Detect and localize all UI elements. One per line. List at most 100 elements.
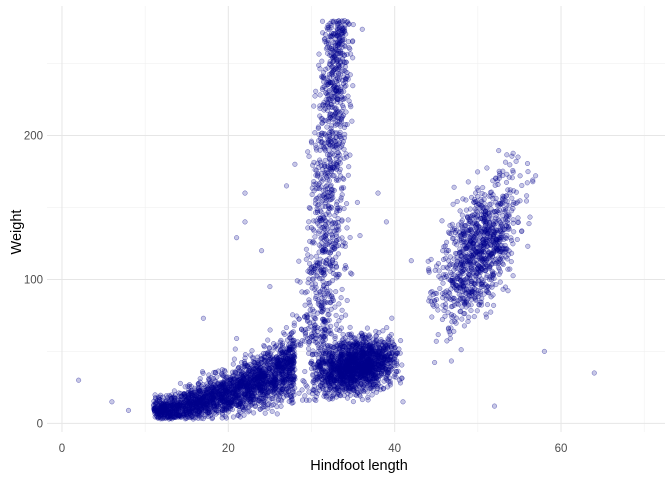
data-point xyxy=(329,196,335,202)
data-point xyxy=(308,270,314,276)
data-point xyxy=(328,34,334,40)
data-point xyxy=(316,351,322,357)
data-point xyxy=(169,392,175,398)
data-point xyxy=(329,293,335,299)
data-point xyxy=(376,366,382,372)
data-point xyxy=(310,162,316,168)
data-point xyxy=(212,370,218,376)
data-point xyxy=(357,233,363,239)
data-point xyxy=(317,66,323,72)
data-point xyxy=(321,237,327,243)
data-point xyxy=(329,224,335,230)
data-point xyxy=(341,52,347,58)
data-point xyxy=(294,313,300,319)
data-point xyxy=(322,318,328,324)
data-point xyxy=(345,351,351,357)
data-point xyxy=(199,398,205,404)
data-point xyxy=(319,86,325,93)
data-point xyxy=(323,331,329,337)
data-point xyxy=(291,323,297,329)
data-point xyxy=(332,386,338,393)
data-point xyxy=(335,206,341,212)
data-point xyxy=(289,394,295,400)
data-point xyxy=(320,249,326,256)
data-point xyxy=(267,327,273,333)
data-point xyxy=(305,252,311,258)
data-point xyxy=(334,237,340,243)
data-point xyxy=(236,364,242,370)
data-point xyxy=(191,399,197,405)
data-point xyxy=(333,156,339,162)
data-point xyxy=(251,387,257,393)
data-point xyxy=(299,337,305,344)
data-point xyxy=(222,413,228,419)
data-point xyxy=(319,304,325,310)
data-point xyxy=(346,45,352,51)
data-point xyxy=(347,102,353,108)
data-point xyxy=(350,38,356,44)
data-point xyxy=(340,367,346,373)
data-point xyxy=(254,354,261,360)
data-point xyxy=(361,336,367,342)
data-point xyxy=(231,356,237,362)
data-point xyxy=(337,71,343,77)
data-point xyxy=(256,359,262,365)
data-point xyxy=(236,384,242,390)
data-point xyxy=(256,400,262,406)
data-point xyxy=(315,355,321,361)
data-point xyxy=(284,360,290,366)
data-point xyxy=(335,349,341,356)
data-point xyxy=(304,315,310,321)
data-point xyxy=(305,149,311,155)
data-point xyxy=(342,42,348,49)
data-point xyxy=(350,399,356,405)
data-point xyxy=(504,152,510,158)
data-point xyxy=(252,396,258,402)
data-point xyxy=(239,399,245,405)
data-point xyxy=(349,118,355,124)
data-point xyxy=(230,414,236,420)
data-point xyxy=(344,297,350,304)
data-point xyxy=(346,331,353,337)
data-point xyxy=(270,357,277,363)
data-point xyxy=(357,392,363,398)
data-point xyxy=(333,272,339,278)
data-point xyxy=(311,314,317,320)
data-point xyxy=(347,234,353,241)
data-point xyxy=(311,240,317,246)
data-point xyxy=(484,302,491,308)
data-point xyxy=(286,342,292,348)
data-point xyxy=(311,103,317,109)
data-point xyxy=(342,131,348,137)
data-point xyxy=(351,376,357,382)
data-point xyxy=(341,155,347,161)
data-point xyxy=(313,253,319,259)
data-point xyxy=(339,217,345,223)
data-point xyxy=(335,82,341,88)
data-point xyxy=(232,387,238,393)
data-point xyxy=(303,246,309,252)
data-point xyxy=(330,393,336,399)
data-point xyxy=(326,255,332,261)
data-point xyxy=(158,401,165,407)
data-point xyxy=(324,177,330,183)
data-point xyxy=(177,380,183,386)
data-point xyxy=(248,397,254,403)
data-point xyxy=(170,404,176,410)
data-point xyxy=(243,402,249,408)
data-point xyxy=(242,352,248,358)
data-point xyxy=(310,379,316,385)
data-point xyxy=(319,178,325,184)
data-point xyxy=(302,290,308,296)
data-point xyxy=(394,350,400,357)
data-point xyxy=(373,339,379,345)
data-point xyxy=(347,386,353,392)
data-point xyxy=(363,358,369,364)
data-point xyxy=(280,340,286,346)
data-point xyxy=(399,362,405,368)
data-point xyxy=(355,378,361,385)
data-point xyxy=(337,384,343,390)
data-point xyxy=(316,228,322,234)
data-point xyxy=(369,392,375,398)
